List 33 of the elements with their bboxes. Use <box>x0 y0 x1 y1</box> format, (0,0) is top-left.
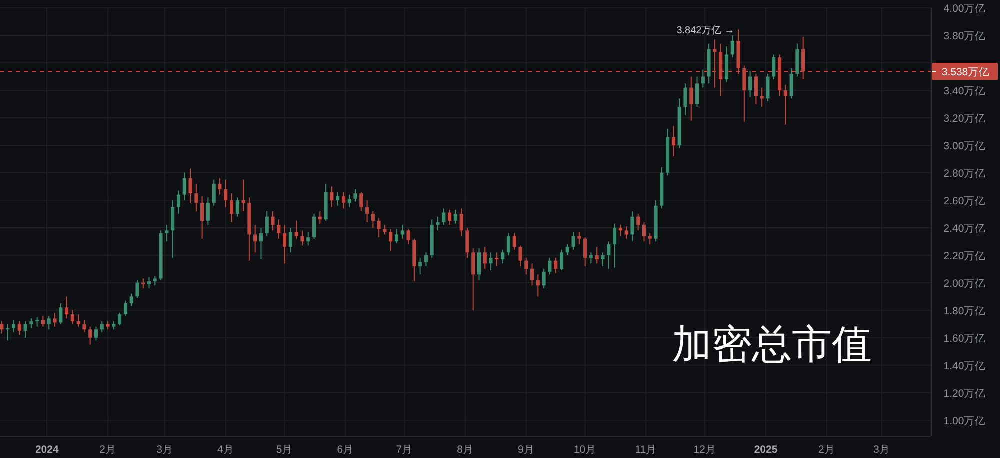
y-tick-label: 4.00万亿 <box>944 3 986 15</box>
x-tick-label: 8月 <box>457 444 474 456</box>
x-tick-label: 3月 <box>156 444 174 456</box>
x-tick-label: 9月 <box>518 444 535 456</box>
y-tick-label: 1.80万亿 <box>944 305 986 318</box>
x-tick-label: 5月 <box>276 444 294 456</box>
x-tick-label: 2024 <box>35 444 59 456</box>
x-tick-label: 2月 <box>818 444 836 456</box>
title: 加密总市值 <box>672 323 872 367</box>
y-tick-label: 3.40万亿 <box>944 85 986 98</box>
x-tick-label: 10月 <box>574 444 597 456</box>
x-tick-label: 2月 <box>100 444 116 456</box>
y-tick-label: 2.80万亿 <box>944 168 986 180</box>
y-tick-label: 3.20万亿 <box>944 112 986 125</box>
y-tick-label: 2.00万亿 <box>944 278 986 290</box>
x-tick-label: 4月 <box>217 444 234 456</box>
ref-line-label: 3.538万亿 <box>942 66 990 78</box>
y-tick-label: 1.60万亿 <box>944 332 986 345</box>
y-tick-label: 2.60万亿 <box>944 195 986 208</box>
x-tick-label: 2025 <box>754 444 778 456</box>
y-tick-label: 3.00万亿 <box>944 140 986 152</box>
y-tick-label: 1.40万亿 <box>944 360 986 372</box>
x-tick-label: 7月 <box>396 444 414 456</box>
x-tick-label: 3月 <box>873 444 890 456</box>
y-tick-label: 3.80万亿 <box>944 30 986 42</box>
annotation: 3.842万亿 → <box>676 26 735 37</box>
y-tick-label: 1.00万亿 <box>944 415 986 428</box>
y-tick-label: 2.40万亿 <box>944 222 986 235</box>
x-tick-label: 12月 <box>694 444 716 456</box>
y-tick-label: 1.20万亿 <box>944 388 986 400</box>
x-tick-label: 6月 <box>337 444 354 456</box>
x-tick-label: 11月 <box>635 444 658 456</box>
y-tick-label: 2.20万亿 <box>944 250 986 262</box>
